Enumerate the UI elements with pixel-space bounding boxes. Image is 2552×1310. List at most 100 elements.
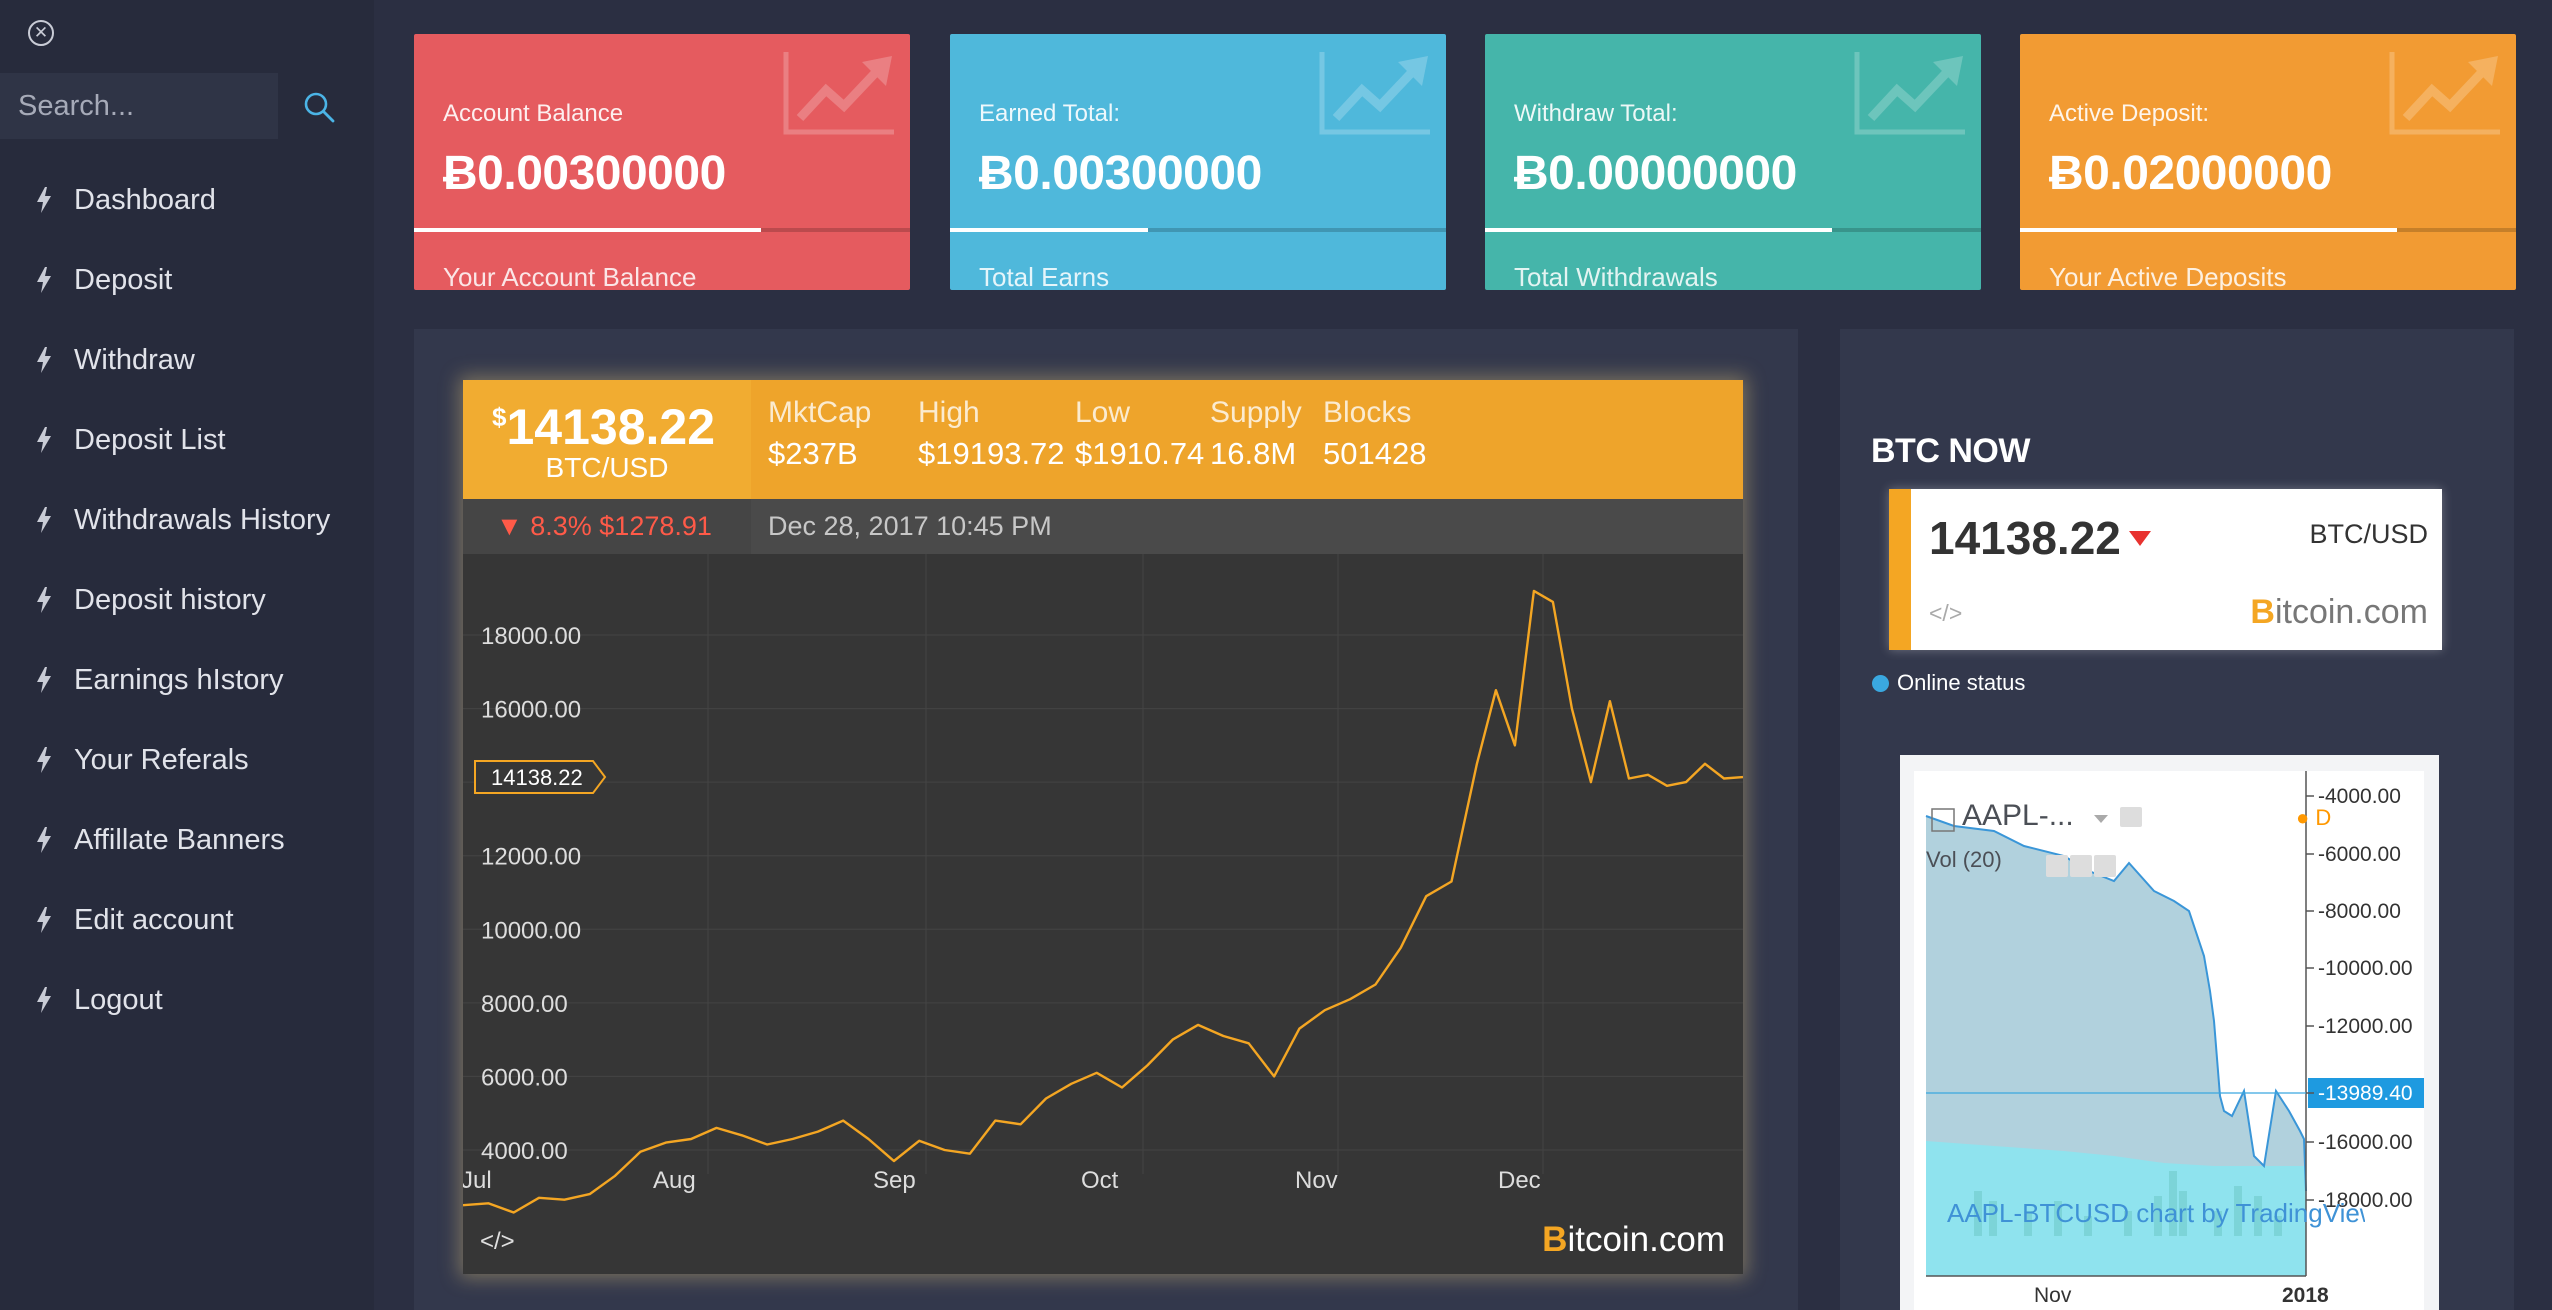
market-stat: MktCap $237B bbox=[768, 396, 871, 472]
tv-price-line bbox=[1925, 815, 2307, 1192]
bitcoin-b-icon: B bbox=[1542, 1220, 1568, 1259]
eye-icon[interactable] bbox=[2120, 807, 2142, 827]
ticker-price: 14138.22 bbox=[1929, 511, 2151, 565]
card-value: Ƀ0.00000000 bbox=[1514, 147, 1797, 200]
ticker-accent bbox=[1889, 489, 1911, 650]
bitcoin-com-logo[interactable]: Bitcoin.com bbox=[1542, 1220, 1725, 1260]
sidebar-item-label: Deposit bbox=[74, 263, 173, 296]
y-tick-label: 10000.00 bbox=[481, 917, 581, 944]
sidebar-item[interactable]: Earnings hIstory bbox=[0, 640, 374, 720]
sidebar-item[interactable]: Deposit bbox=[0, 240, 374, 320]
tv-collapse-icon[interactable] bbox=[1931, 808, 1955, 832]
tv-y-tick-label: -13989.40 bbox=[2318, 1082, 2413, 1105]
x-tick-label: Jul bbox=[463, 1167, 492, 1194]
y-tick-label: 12000.00 bbox=[481, 844, 581, 871]
tv-interval-label: D bbox=[2315, 805, 2332, 830]
logo-text: itcoin.com bbox=[2274, 593, 2428, 631]
bolt-icon bbox=[37, 187, 51, 213]
sidebar-item-label: Deposit history bbox=[74, 583, 266, 616]
sidebar-item[interactable]: Withdraw bbox=[0, 320, 374, 400]
eye-icon[interactable] bbox=[2046, 855, 2068, 877]
bolt-icon bbox=[37, 907, 51, 933]
trend-chart-icon bbox=[1854, 52, 1965, 135]
market-stat: Blocks 501428 bbox=[1323, 396, 1426, 472]
card-progress-fill bbox=[1485, 228, 1833, 232]
x-tick-label: Nov bbox=[1295, 1167, 1338, 1194]
card-subtitle: Your Account Balance bbox=[443, 262, 697, 290]
ticker-price-value: 14138.22 bbox=[1929, 512, 2121, 564]
online-status-label: Online status bbox=[1897, 670, 2026, 695]
tv-volume-bar bbox=[2054, 1201, 2062, 1236]
bitcoin-com-logo[interactable]: Bitcoin.com bbox=[2250, 593, 2428, 632]
tv-symbol[interactable]: AAPL-... bbox=[1962, 799, 2074, 832]
sidebar-item[interactable]: Your Referals bbox=[0, 720, 374, 800]
card-value: Ƀ0.00300000 bbox=[979, 147, 1262, 200]
sidebar-item-label: Logout bbox=[74, 983, 163, 1016]
ticker-pair: BTC/USD bbox=[2309, 519, 2428, 549]
bolt-icon bbox=[37, 587, 51, 613]
btc-now-title: BTC NOW bbox=[1871, 432, 2030, 470]
tv-y-tick-label: -10000.00 bbox=[2318, 957, 2413, 980]
bolt-icon bbox=[37, 747, 51, 773]
stat-label: Supply bbox=[1210, 396, 1302, 429]
y-tick-label: 16000.00 bbox=[481, 697, 581, 724]
tv-volume-bar bbox=[1989, 1201, 1997, 1236]
bolt-icon bbox=[37, 987, 51, 1013]
card-progress bbox=[414, 228, 910, 232]
card-progress bbox=[1485, 228, 1981, 232]
tv-y-tick-label: -6000.00 bbox=[2318, 843, 2401, 866]
card-progress bbox=[2020, 228, 2516, 232]
sidebar-item[interactable]: Deposit history bbox=[0, 560, 374, 640]
search-input[interactable] bbox=[0, 73, 278, 139]
y-tick-label: 8000.00 bbox=[481, 991, 568, 1018]
sidebar-item[interactable]: Withdrawals History bbox=[0, 480, 374, 560]
x-tick-label: Sep bbox=[873, 1167, 916, 1194]
tv-volume-bar bbox=[2179, 1191, 2187, 1236]
sidebar-item[interactable]: Edit account bbox=[0, 880, 374, 960]
tv-volume-bar bbox=[1974, 1191, 1982, 1236]
tradingview-chart: -4000.00 -6000.00 -8000.00 -10000.00 -12000.… bbox=[1914, 771, 2424, 1310]
current-price-marker-label: 14138.22 bbox=[491, 765, 583, 790]
card-value: Ƀ0.02000000 bbox=[2049, 147, 2332, 200]
tv-volume-bar bbox=[2214, 1211, 2222, 1236]
tv-volume-bar bbox=[2124, 1211, 2132, 1236]
bolt-icon bbox=[37, 507, 51, 533]
card-label: Account Balance bbox=[443, 100, 624, 127]
sidebar-item-label: Your Referals bbox=[74, 743, 249, 776]
card-label: Active Deposit: bbox=[2049, 100, 2210, 127]
price-value: 14138.22 bbox=[506, 399, 716, 455]
tv-current-price-badge bbox=[2308, 1078, 2424, 1108]
stat-label: Low bbox=[1075, 396, 1131, 429]
tv-y-tick-label: -4000.00 bbox=[2318, 785, 2401, 808]
tv-price-area bbox=[1926, 816, 2306, 1191]
x-tick-label: Oct bbox=[1081, 1167, 1119, 1194]
tv-caption-link[interactable]: AAPL-BTCUSD chart by TradingView bbox=[1947, 1198, 2365, 1228]
tv-volume-bar bbox=[2274, 1216, 2282, 1236]
card-value: Ƀ0.00300000 bbox=[443, 147, 726, 200]
sidebar-item-label: Deposit List bbox=[74, 423, 226, 456]
sidebar-item[interactable]: Affillate Banners bbox=[0, 800, 374, 880]
stat-value: $237B bbox=[768, 436, 858, 471]
sidebar-item[interactable]: Logout bbox=[0, 960, 374, 1040]
embed-code-button[interactable]: </> bbox=[1929, 600, 1963, 626]
card-progress-fill bbox=[950, 228, 1149, 232]
down-arrow-icon: ▼ bbox=[496, 511, 523, 541]
tv-volume-bar bbox=[2169, 1171, 2177, 1236]
stat-value: 501428 bbox=[1323, 436, 1427, 471]
close-icon[interactable] bbox=[2094, 855, 2116, 877]
gear-icon[interactable] bbox=[2070, 855, 2092, 877]
tv-interval[interactable]: ● D bbox=[2296, 805, 2332, 830]
sidebar-item[interactable]: Deposit List bbox=[0, 400, 374, 480]
close-sidebar-button[interactable]: ✕ bbox=[28, 20, 54, 46]
embed-code-button[interactable]: </> bbox=[480, 1228, 515, 1255]
x-tick-label: Dec bbox=[1498, 1167, 1541, 1194]
tv-x-tick-label: Nov bbox=[2034, 1284, 2072, 1307]
sidebar-item[interactable]: Dashboard bbox=[0, 160, 374, 240]
bolt-icon bbox=[37, 667, 51, 693]
chevron-down-icon[interactable] bbox=[2094, 815, 2108, 823]
tv-y-tick-label: -18000.00 bbox=[2318, 1189, 2413, 1212]
search-icon[interactable] bbox=[302, 90, 336, 124]
btc-ticker-widget: 14138.22 BTC/USD </> Bitcoin.com bbox=[1889, 489, 2442, 650]
sidebar-item-label: Withdrawals History bbox=[74, 503, 331, 536]
tv-volume-bar bbox=[2154, 1196, 2162, 1236]
